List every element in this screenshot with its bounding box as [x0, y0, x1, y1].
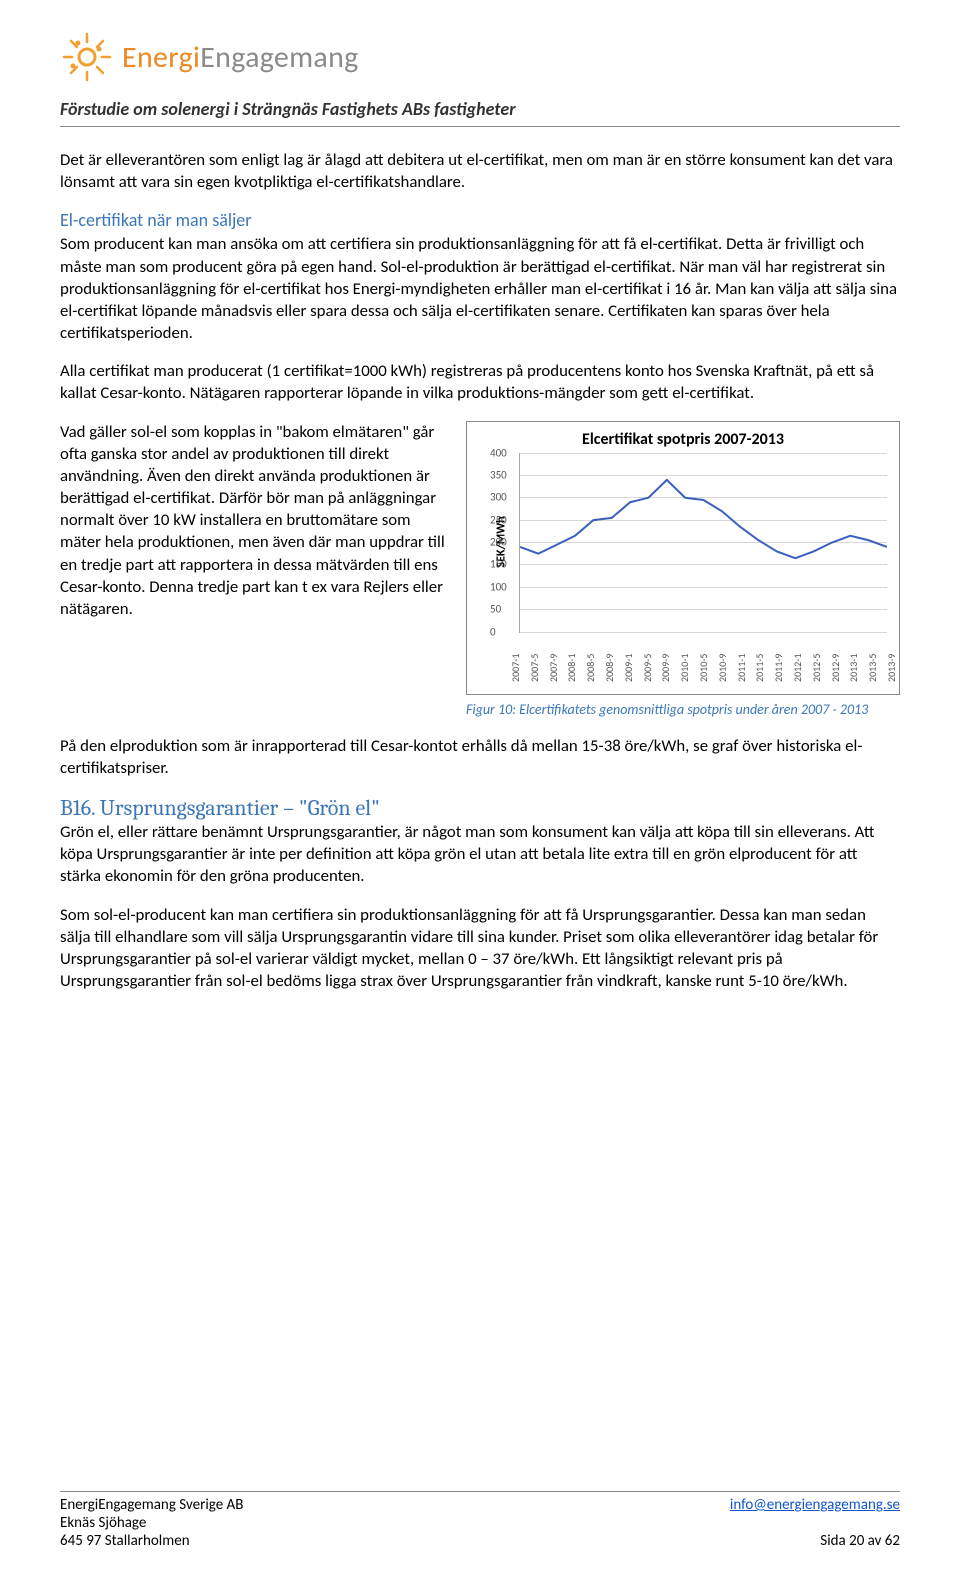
chart-title: Elcertifikat spotpris 2007-2013 — [473, 430, 893, 449]
footer-divider — [60, 1491, 900, 1492]
page-footer: EnergiEngagemang Sverige AB info@energie… — [60, 1491, 900, 1550]
brand-logo: EnergiEngagemang — [60, 30, 900, 84]
paragraph-5: På den elproduktion som är inrapporterad… — [60, 735, 900, 779]
header-divider — [60, 126, 900, 127]
paragraph-2: Som producent kan man ansöka om att cert… — [60, 233, 900, 344]
chart-x-ticks: 2007-12007-52007-92008-12008-52008-92009… — [509, 634, 895, 690]
paragraph-intro: Det är elleverantören som enligt lag är … — [60, 149, 900, 193]
footer-addr1: Eknäs Sjöhage — [60, 1514, 146, 1532]
two-column-section: Vad gäller sol-el som kopplas in "bakom … — [60, 421, 900, 719]
chart-plot-area: SEK/MWh 050100150200250300350400 — [519, 453, 887, 633]
chart-line-svg — [520, 453, 887, 632]
paragraph-4: Vad gäller sol-el som kopplas in "bakom … — [60, 421, 450, 621]
brand-wordmark: EnergiEngagemang — [122, 39, 359, 76]
document-title: Förstudie om solenergi i Strängnäs Fasti… — [60, 98, 900, 120]
subheading-elcert: El-certifikat när man säljer — [60, 209, 900, 231]
sun-icon — [60, 30, 114, 84]
elcert-chart: Elcertifikat spotpris 2007-2013 SEK/MWh … — [466, 421, 900, 695]
footer-addr2: 645 97 Stallarholmen — [60, 1532, 190, 1550]
paragraph-3: Alla certifikat man producerat (1 certif… — [60, 360, 900, 404]
brand-grey: Engagemang — [200, 39, 358, 76]
footer-email-link[interactable]: info@energiengagemang.se — [730, 1496, 900, 1514]
footer-page-num: Sida 20 av 62 — [820, 1532, 900, 1550]
paragraph-6: Grön el, eller rättare benämnt Ursprungs… — [60, 821, 900, 888]
heading-b16: B16. Ursprungsgarantier – "Grön el" — [60, 795, 900, 821]
brand-orange: Energi — [122, 39, 200, 76]
figure-caption: Figur 10: Elcertifikatets genomsnittliga… — [466, 701, 900, 719]
paragraph-7: Som sol-el-producent kan man certifiera … — [60, 904, 900, 993]
footer-company: EnergiEngagemang Sverige AB — [60, 1496, 243, 1514]
